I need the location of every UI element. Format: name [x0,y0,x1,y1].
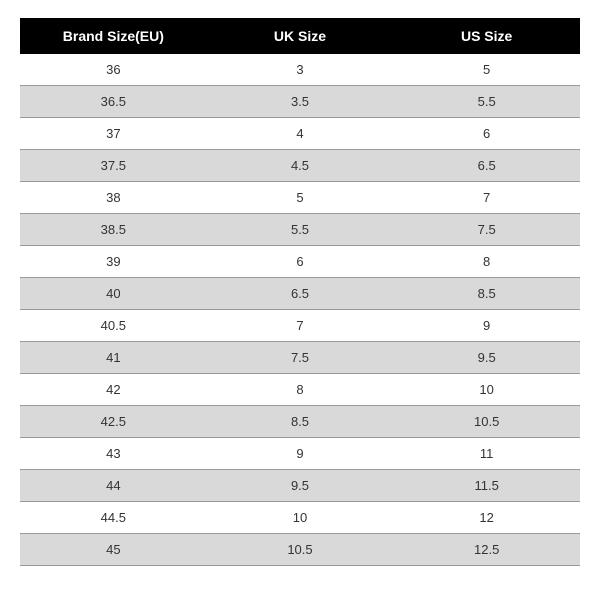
table-row: 43 9 11 [20,438,580,470]
cell-us: 6 [393,118,580,150]
cell-us: 5 [393,54,580,86]
cell-eu: 40 [20,278,207,310]
cell-uk: 6 [207,246,394,278]
cell-us: 11 [393,438,580,470]
table-row: 40.5 7 9 [20,310,580,342]
cell-uk: 9 [207,438,394,470]
table-row: 36.5 3.5 5.5 [20,86,580,118]
table-header: Brand Size(EU) UK Size US Size [20,18,580,54]
cell-eu: 40.5 [20,310,207,342]
cell-uk: 5.5 [207,214,394,246]
table-row: 42.5 8.5 10.5 [20,406,580,438]
cell-uk: 8 [207,374,394,406]
cell-us: 11.5 [393,470,580,502]
cell-eu: 38 [20,182,207,214]
cell-eu: 41 [20,342,207,374]
cell-uk: 5 [207,182,394,214]
cell-uk: 10.5 [207,534,394,566]
table-body: 36 3 5 36.5 3.5 5.5 37 4 6 37.5 4.5 6.5 … [20,54,580,566]
cell-uk: 3 [207,54,394,86]
col-header-us: US Size [393,18,580,54]
cell-uk: 4.5 [207,150,394,182]
cell-us: 8 [393,246,580,278]
col-header-eu: Brand Size(EU) [20,18,207,54]
cell-us: 5.5 [393,86,580,118]
cell-eu: 36.5 [20,86,207,118]
table-row: 39 6 8 [20,246,580,278]
cell-eu: 44 [20,470,207,502]
cell-uk: 8.5 [207,406,394,438]
table-row: 44.5 10 12 [20,502,580,534]
cell-eu: 38.5 [20,214,207,246]
cell-uk: 7 [207,310,394,342]
cell-us: 6.5 [393,150,580,182]
table-row: 45 10.5 12.5 [20,534,580,566]
table-row: 37.5 4.5 6.5 [20,150,580,182]
cell-eu: 44.5 [20,502,207,534]
cell-us: 7.5 [393,214,580,246]
cell-eu: 42 [20,374,207,406]
cell-eu: 45 [20,534,207,566]
table-row: 41 7.5 9.5 [20,342,580,374]
table-row: 37 4 6 [20,118,580,150]
cell-us: 9 [393,310,580,342]
cell-us: 12 [393,502,580,534]
table-row: 38.5 5.5 7.5 [20,214,580,246]
cell-eu: 43 [20,438,207,470]
table-row: 36 3 5 [20,54,580,86]
table-row: 44 9.5 11.5 [20,470,580,502]
cell-uk: 3.5 [207,86,394,118]
cell-us: 10 [393,374,580,406]
cell-eu: 37 [20,118,207,150]
cell-us: 7 [393,182,580,214]
cell-uk: 7.5 [207,342,394,374]
cell-uk: 6.5 [207,278,394,310]
cell-eu: 36 [20,54,207,86]
cell-us: 10.5 [393,406,580,438]
cell-eu: 39 [20,246,207,278]
table-row: 38 5 7 [20,182,580,214]
cell-eu: 37.5 [20,150,207,182]
cell-uk: 4 [207,118,394,150]
cell-us: 8.5 [393,278,580,310]
cell-uk: 10 [207,502,394,534]
table-row: 40 6.5 8.5 [20,278,580,310]
cell-uk: 9.5 [207,470,394,502]
col-header-uk: UK Size [207,18,394,54]
table-row: 42 8 10 [20,374,580,406]
cell-eu: 42.5 [20,406,207,438]
cell-us: 12.5 [393,534,580,566]
cell-us: 9.5 [393,342,580,374]
size-conversion-table: Brand Size(EU) UK Size US Size 36 3 5 36… [20,18,580,566]
